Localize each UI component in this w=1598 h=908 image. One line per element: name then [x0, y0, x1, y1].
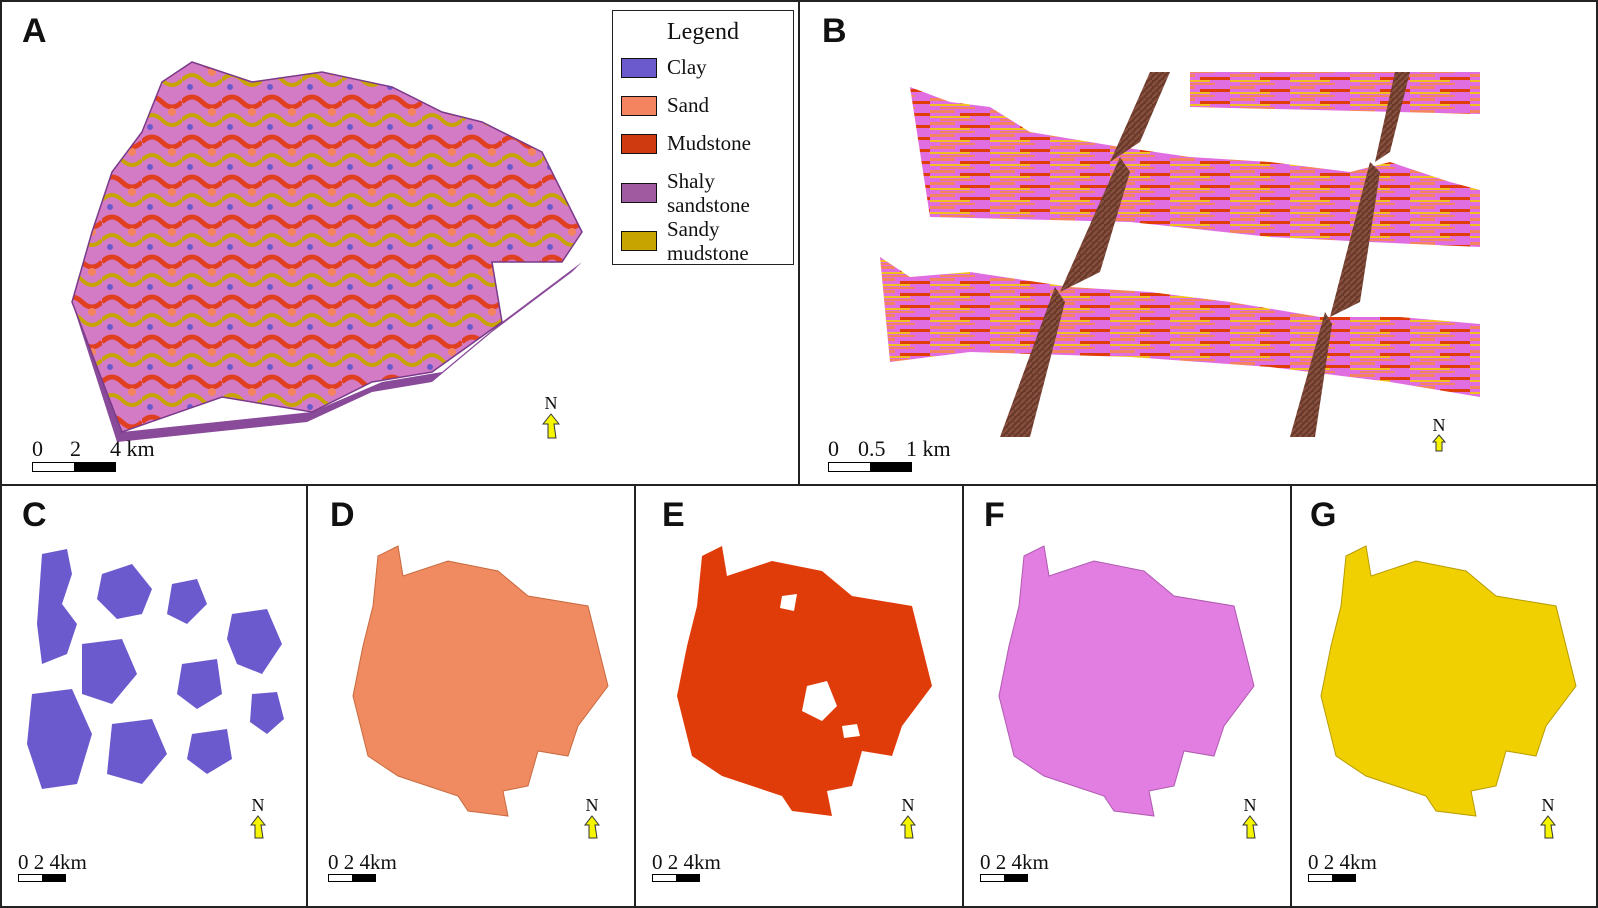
shaly-sandstone-distribution-map	[998, 545, 1255, 817]
legend-swatch-mudstone	[621, 134, 657, 154]
clay-distribution-map	[27, 549, 284, 789]
north-arrow-icon	[900, 815, 916, 839]
legend-item-clay: Clay	[621, 55, 777, 79]
north-arrow-icon	[1432, 434, 1446, 452]
legend-swatch-sandy-mudstone	[621, 231, 657, 251]
panel-b-label: B	[822, 12, 847, 50]
scale-e-label: 0 2 4km	[652, 850, 721, 874]
fence-lower	[880, 257, 1480, 397]
fault-right-low	[1290, 312, 1332, 437]
fault-right-upper	[1375, 72, 1410, 162]
legend-swatch-shaly-sandstone	[621, 183, 657, 203]
north-arrow-e: N	[900, 796, 916, 840]
panel-c: C N 0 2 4km	[0, 484, 308, 908]
scale-a-2: 2	[70, 436, 81, 461]
panel-d-label: D	[330, 496, 355, 534]
north-arrow-icon	[1540, 815, 1556, 839]
fault-left-low	[1000, 287, 1065, 437]
mudstone-distribution-map	[677, 546, 932, 816]
scale-f-label: 0 2 4km	[980, 850, 1049, 874]
panel-a-label: A	[22, 12, 47, 50]
scale-b-1km: 1 km	[906, 436, 951, 461]
scale-b-0: 0	[828, 436, 839, 461]
north-label-c: N	[251, 795, 265, 815]
model-top	[71, 61, 583, 433]
legend-item-shaly-sandstone: Shaly sandstone	[621, 169, 777, 217]
north-label-d: N	[585, 795, 599, 815]
panel-d: D N 0 2 4km	[306, 484, 636, 908]
north-arrow-icon	[250, 815, 266, 839]
scale-bar-f-graphic	[980, 874, 1028, 882]
legend-label-mudstone: Mudstone	[667, 131, 751, 155]
legend: Legend Clay Sand Mudstone Shaly sandston…	[612, 10, 794, 265]
panel-b: B N 0 0.5 1 km	[798, 0, 1598, 486]
legend-item-sand: Sand	[621, 93, 777, 117]
legend-label-sand: Sand	[667, 93, 709, 117]
legend-swatch-clay	[621, 58, 657, 78]
north-label-g: N	[1541, 795, 1555, 815]
fence-upper	[910, 87, 1480, 247]
north-label-a: N	[544, 393, 558, 413]
legend-item-mudstone: Mudstone	[621, 131, 777, 155]
north-label-b: N	[1432, 415, 1446, 435]
north-arrow-icon	[1242, 815, 1258, 839]
north-arrow-icon	[542, 413, 560, 439]
scale-a-0: 0	[32, 436, 43, 461]
scale-g-label: 0 2 4km	[1308, 850, 1377, 874]
legend-swatch-sand	[621, 96, 657, 116]
north-label-e: N	[901, 795, 915, 815]
panel-e: E N 0 2 4km	[634, 484, 964, 908]
north-arrow-a: N	[542, 394, 560, 440]
fault-left-upper	[1110, 72, 1170, 162]
fault-left-mid	[1060, 157, 1130, 292]
north-arrow-g: N	[1540, 796, 1556, 840]
legend-label-sandy-mudstone: Sandy mudstone	[667, 217, 749, 265]
panel-f: F N 0 2 4km	[962, 484, 1292, 908]
scale-bar-c-graphic	[18, 874, 66, 882]
scale-bar-e-graphic	[652, 874, 700, 882]
scale-bar-d-graphic	[328, 874, 376, 882]
north-arrow-c: N	[250, 796, 266, 840]
legend-item-sandy-mudstone: Sandy mudstone	[621, 217, 777, 265]
panel-a-3d-facies-model	[71, 61, 583, 442]
scale-bar-a-graphic	[32, 462, 116, 472]
sandy-mudstone-distribution-map	[1320, 545, 1577, 817]
panel-g: G N 0 2 4km	[1290, 484, 1598, 908]
panel-b-fence-diagram	[880, 72, 1480, 437]
model-side	[72, 262, 582, 442]
north-arrow-f: N	[1242, 796, 1258, 840]
north-arrow-b: N	[1432, 416, 1446, 452]
scale-d-label: 0 2 4km	[328, 850, 397, 874]
sand-distribution-map	[352, 545, 609, 817]
scale-b-05: 0.5	[858, 436, 886, 461]
panel-f-label: F	[984, 496, 1005, 534]
fault-right-mid	[1330, 162, 1380, 317]
legend-label-shaly-sandstone: Shaly sandstone	[667, 169, 750, 217]
scale-bar-g-graphic	[1308, 874, 1356, 882]
panel-a: A Legend Clay Sand Mudstone	[0, 0, 800, 486]
panel-g-label: G	[1310, 496, 1337, 534]
north-arrow-icon	[584, 815, 600, 839]
scale-a-4km: 4 km	[110, 436, 155, 461]
panel-e-label: E	[662, 496, 685, 534]
legend-title: Legend	[667, 19, 739, 45]
scale-bar-b-graphic	[828, 462, 912, 472]
legend-label-clay: Clay	[667, 55, 707, 79]
scale-c-label: 0 2 4km	[18, 850, 87, 874]
panel-c-label: C	[22, 496, 47, 534]
north-arrow-d: N	[584, 796, 600, 840]
north-label-f: N	[1243, 795, 1257, 815]
fence-upper-back	[1190, 72, 1480, 114]
